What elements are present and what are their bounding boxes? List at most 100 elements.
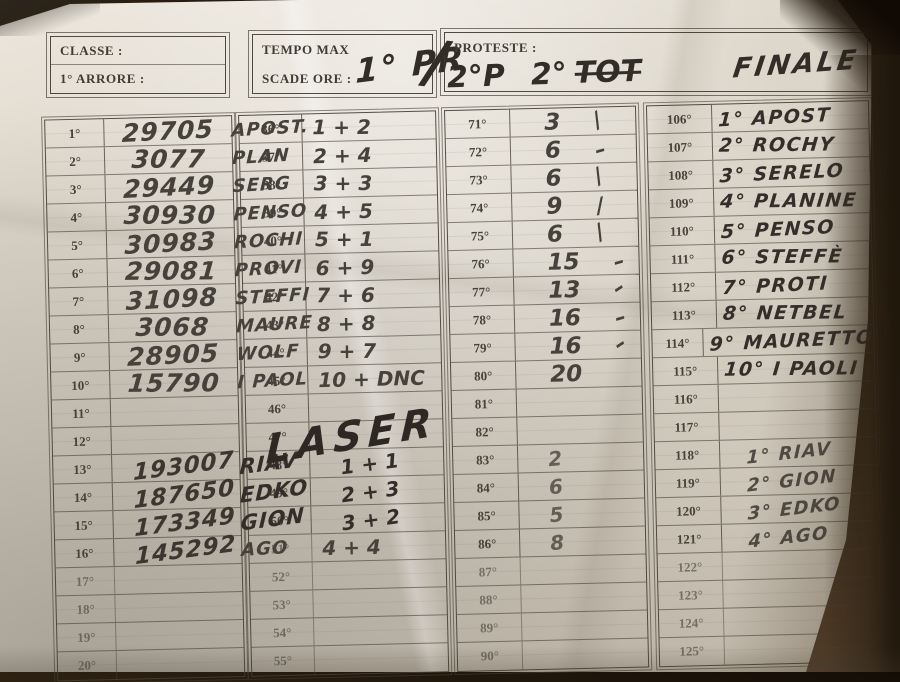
handwritten-final-rank [724,617,880,624]
handwritten-final-rank [725,648,881,650]
position-cell: 90° [457,641,524,671]
handwritten-points-value: 5 + 1 [314,226,374,251]
handwritten-protest-value: 6 – [511,135,637,164]
handwritten-final-rank [723,561,879,568]
table-row: 78° 16 – [449,302,641,336]
table-row: 83° 2 [452,442,644,476]
handwritten-proteste-value: 2°P 2° TOT [446,54,641,96]
position-cell: 122° [657,552,724,582]
position-cell: 88° [456,585,522,614]
handwritten-points-value: 4 + 4 [321,534,382,560]
handwritten-protest-value [521,568,646,571]
position-cell: 86° [454,529,521,558]
handwritten-time-value [115,576,242,582]
handwritten-time-value: 29449 [122,169,216,204]
position-cell: 111° [650,244,716,274]
handwritten-time-value [116,632,243,638]
position-cell: 55° [251,646,316,676]
position-cell: 89° [456,613,523,642]
position-cell: 13° [53,455,113,484]
table-row: 16° 145292 [55,530,242,570]
scade-ore-label: SCADE ORE : [262,70,352,86]
handwritten-points-value [314,630,447,631]
classe-box: CLASSE : 1° ARRORE : [46,32,230,98]
tempo-max-label: TEMPO MAX [262,41,350,57]
results-block-final-ranking: 106° 1° APOST 107° 2° ROCHY 108° 3° SERE… [642,97,886,671]
protest-number: 3 [544,108,561,136]
protest-number: 20 [549,360,583,388]
handwritten-time-value: 30983 [124,225,218,260]
table-row: 86° 8 [454,526,646,559]
handwritten-time-value: 29705 [121,113,215,148]
handwritten-time-value [117,663,244,664]
handwritten-competitor-name: AGO [240,537,289,561]
position-cell: 78° [449,305,516,335]
classe-label: CLASSE : [60,42,123,58]
handwritten-time-value: 15790 [126,367,222,398]
handwritten-protest-value: 6 [519,471,645,500]
handwritten-time-value: 3077 [130,143,207,174]
position-cell: 119° [655,468,722,498]
handwritten-protest-value: 16 – [515,303,641,332]
position-cell: 109° [648,188,715,218]
protest-number: 15 [547,248,580,276]
handwritten-protest-value [522,624,647,627]
table-row: 87° [455,554,647,587]
dash-mark: / [589,219,610,244]
position-cell: 83° [452,445,519,475]
table-row: 84° 6 [453,470,645,504]
proteste-value-part1: 2°P [446,58,506,96]
protest-number: 6 [547,473,564,499]
handwritten-points-value: 1 + 2 [312,114,371,139]
handwritten-points-value: 3 + 3 [313,170,373,195]
results-block-names-points: LASER 36° APOST. 1 + 2 37° PLAN 2 + 4 38… [231,107,453,680]
position-cell: 110° [649,216,716,246]
table-row: 10° 15790 [51,367,238,401]
position-cell: 123° [658,580,724,610]
handwritten-points-value [314,601,447,604]
position-cell: 87° [455,557,522,586]
position-cell: 116° [653,384,720,414]
position-cell: 113° [651,300,718,330]
handwritten-protest-value: 8 [520,527,646,556]
handwritten-final-rank: 6° STEFFÈ [720,244,844,269]
position-cell: 5° [47,231,108,260]
results-block-proteste-points: 71° 3 / 72° 6 – 73° 6 / 74° 9 / 75° 6 / [440,102,653,676]
handwritten-final-rank [720,424,876,426]
position-cell: 75° [447,221,514,251]
handwritten-competitor-name: SERG [232,172,292,198]
handwritten-time-value [112,439,239,440]
handwritten-points-value: 8 + 8 [316,310,376,336]
position-cell: 10° [51,371,111,400]
handwritten-final-rank [719,393,875,400]
position-cell: 84° [453,473,520,503]
table-row: 17° [55,564,243,597]
protest-number: 6 [544,136,562,164]
table-row: 71° 3 / [445,106,636,140]
position-cell: 118° [654,440,721,470]
handwritten-competitor-name: WOLF [236,340,301,366]
handwritten-points-value: 4 + 5 [314,198,374,224]
proteste-value-part3-struck: TOT [574,53,642,91]
table-row: 79° 16 – [450,330,641,364]
dash-mark: – [611,303,629,330]
handwritten-time-value: 28905 [126,337,220,372]
handwritten-points-value: 7 + 6 [316,282,375,307]
proteste-value-part2: 2° [530,56,568,93]
table-row: 74° 9 / [447,190,638,224]
position-cell: 20° [57,651,118,681]
table-row: 125° [659,633,882,667]
handwritten-time-value: 30930 [122,199,218,230]
table-row: 76° 15 – [448,246,639,280]
position-cell: 19° [57,623,117,652]
dash-mark: – [610,247,628,274]
protest-number: 6 [546,220,564,248]
handwritten-protest-value: 9 / [512,191,638,220]
position-cell: 85° [454,501,520,531]
position-cell: 2° [45,147,106,176]
handwritten-protest-value [523,652,648,655]
handwritten-final-rank [723,591,879,593]
position-cell: 18° [56,595,116,624]
